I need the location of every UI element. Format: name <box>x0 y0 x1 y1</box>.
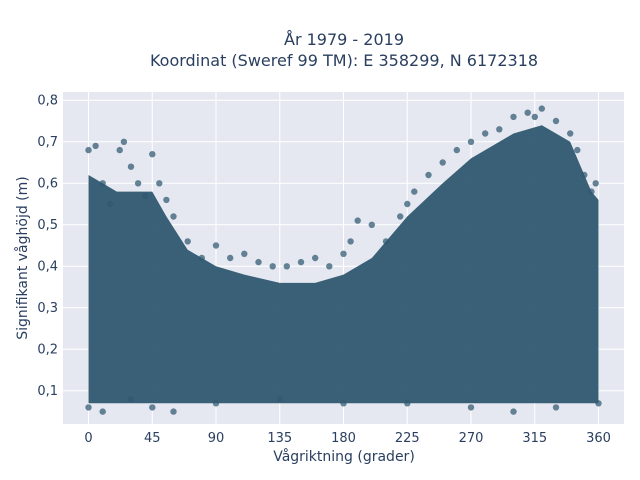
data-point <box>99 180 106 187</box>
x-tick-label: 315 <box>522 431 547 446</box>
x-tick-label: 360 <box>586 431 611 446</box>
data-point <box>552 404 560 411</box>
data-point <box>283 263 290 270</box>
x-tick-label: 45 <box>144 431 161 446</box>
data-point <box>212 242 220 249</box>
data-point <box>404 200 411 208</box>
data-point <box>340 400 347 407</box>
data-point <box>368 221 375 228</box>
data-point <box>184 238 191 245</box>
data-point <box>496 126 503 133</box>
data-point <box>453 146 460 154</box>
data-point <box>170 408 177 415</box>
data-point <box>170 213 177 220</box>
data-point <box>411 188 418 195</box>
data-point <box>524 109 531 116</box>
data-point <box>149 151 156 158</box>
data-point <box>241 250 248 257</box>
data-point <box>538 105 545 112</box>
data-point <box>552 117 560 125</box>
data-point <box>134 180 142 187</box>
y-tick-label: 0,4 <box>37 259 58 274</box>
data-point <box>269 263 276 270</box>
data-point <box>106 200 114 208</box>
data-point <box>120 138 128 145</box>
x-tick-label: 135 <box>267 431 292 446</box>
data-point <box>510 113 517 121</box>
x-tick-label: 225 <box>395 431 420 446</box>
data-point <box>425 171 432 179</box>
data-point <box>85 146 92 154</box>
x-tick-label: 90 <box>208 431 225 446</box>
y-tick-label: 0,6 <box>37 176 58 191</box>
x-tick-label: 270 <box>459 431 484 446</box>
data-point <box>163 196 170 204</box>
data-point <box>574 146 581 154</box>
data-point <box>85 404 92 411</box>
data-point <box>588 188 595 195</box>
chart-title-line-1: År 1979 - 2019 <box>284 30 404 49</box>
data-point <box>227 254 234 262</box>
data-point <box>592 180 599 187</box>
y-tick-labels: 0,1 0,2 0,3 0,4 0,5 0,6 0,7 0,8 <box>37 93 58 399</box>
data-point <box>198 254 205 262</box>
x-tick-labels: 0 45 90 135 180 225 270 315 360 <box>84 431 611 446</box>
data-point <box>382 238 390 245</box>
data-point <box>467 138 475 145</box>
data-point <box>439 159 446 166</box>
y-tick-label: 0,3 <box>37 301 58 316</box>
data-point <box>99 408 106 415</box>
y-tick-label: 0,8 <box>37 93 58 108</box>
data-point <box>326 263 333 270</box>
x-tick-label: 180 <box>331 431 356 446</box>
y-tick-label: 0,5 <box>37 218 58 233</box>
data-point <box>297 258 305 266</box>
y-tick-label: 0,1 <box>37 384 58 399</box>
data-point <box>397 213 404 220</box>
data-point <box>347 238 354 245</box>
dense-point-cloud <box>88 125 599 404</box>
data-point <box>149 404 156 411</box>
data-point <box>127 395 135 403</box>
data-points <box>85 105 602 415</box>
y-axis-title: Signifikant våghöjd (m) <box>14 176 31 339</box>
data-point <box>581 171 588 179</box>
data-point <box>312 254 319 262</box>
data-point <box>340 250 347 257</box>
data-point <box>127 163 135 170</box>
data-point <box>482 130 489 137</box>
data-point <box>212 400 220 407</box>
data-point <box>567 130 574 137</box>
data-point <box>595 400 602 407</box>
chart-title-line-2: Koordinat (Sweref 99 TM): E 358299, N 61… <box>150 51 538 70</box>
y-tick-label: 0,2 <box>37 342 58 357</box>
data-point <box>255 258 262 266</box>
data-point <box>354 217 361 224</box>
data-point <box>116 146 123 154</box>
data-point <box>142 192 149 199</box>
data-point <box>92 142 99 150</box>
data-point <box>404 400 411 407</box>
x-axis-title: Vågriktning (grader) <box>273 448 415 465</box>
y-tick-label: 0,7 <box>37 135 58 150</box>
data-point <box>156 180 163 187</box>
data-point <box>467 404 475 411</box>
data-point <box>510 408 517 415</box>
data-point <box>276 395 283 403</box>
data-point <box>531 113 538 121</box>
x-tick-label: 0 <box>84 431 92 446</box>
